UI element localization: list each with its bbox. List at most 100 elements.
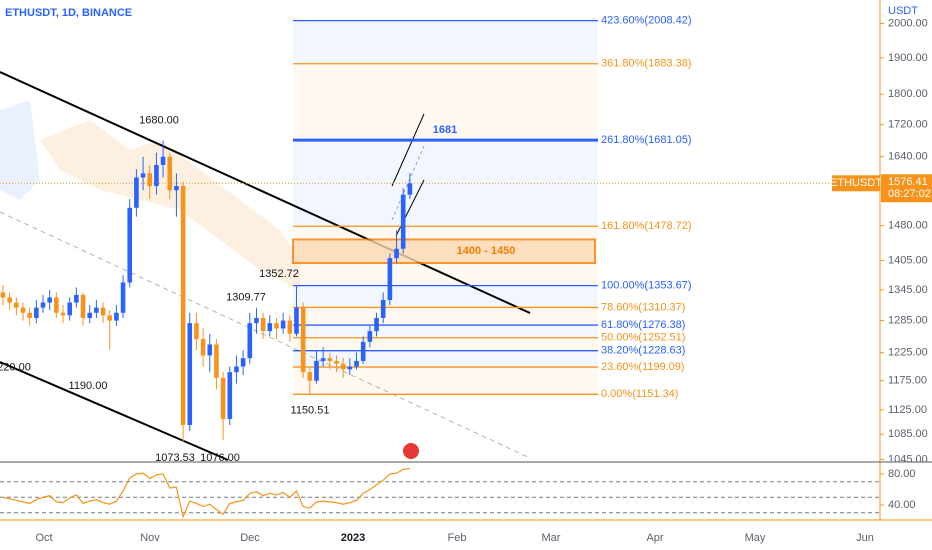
y-tick-label: 2000.00 bbox=[888, 17, 928, 29]
zone bbox=[292, 238, 596, 264]
fib-label: 100.00%(1353.67) bbox=[601, 280, 692, 292]
y-tick-label: 1175.00 bbox=[888, 375, 927, 387]
price-tag: 1576.41 bbox=[888, 176, 928, 188]
candle-body bbox=[120, 282, 126, 313]
x-tick-label: 2023 bbox=[341, 532, 365, 544]
fib-band bbox=[293, 350, 598, 368]
candle-body bbox=[0, 292, 6, 298]
candle-body bbox=[127, 207, 133, 283]
candle-body bbox=[114, 312, 119, 321]
price-note: 1073.53 bbox=[155, 452, 195, 464]
candle-body bbox=[300, 307, 306, 373]
candle-body bbox=[334, 360, 339, 364]
candle-body bbox=[254, 317, 259, 324]
channel-line bbox=[391, 113, 425, 187]
fib-band bbox=[293, 367, 598, 395]
candle-body bbox=[107, 315, 113, 321]
candle-body bbox=[314, 360, 319, 381]
fib-band bbox=[293, 337, 598, 351]
candle-body bbox=[200, 339, 206, 356]
y-tick-label: 1480.00 bbox=[888, 220, 928, 232]
event-icon[interactable] bbox=[403, 443, 419, 459]
candle-body bbox=[160, 156, 166, 165]
fib-band bbox=[293, 285, 598, 308]
symbol-tag-box bbox=[832, 175, 880, 192]
candle-body bbox=[147, 173, 153, 187]
channel-line bbox=[0, 71, 531, 314]
candle-body bbox=[174, 186, 179, 191]
y-tick-label: 1405.00 bbox=[888, 255, 928, 267]
fib-label: 161.80%(1478.72) bbox=[601, 220, 692, 232]
y-tick-label: 1800.00 bbox=[888, 88, 928, 100]
symbol-title: ETHUSDT, 1D, BINANCE bbox=[5, 7, 132, 19]
candle-body bbox=[274, 323, 279, 329]
candle-body bbox=[214, 344, 219, 378]
candle-body bbox=[34, 307, 39, 318]
y-tick-label: 1285.00 bbox=[888, 314, 928, 326]
price-note: 220.00 bbox=[0, 361, 31, 373]
candle-body bbox=[307, 372, 313, 381]
y-tick-label: 1345.00 bbox=[888, 284, 928, 296]
cloud bbox=[0, 100, 40, 200]
fib-band bbox=[293, 307, 598, 326]
y-tick-label: 1045.00 bbox=[888, 453, 928, 465]
candle-body bbox=[60, 312, 66, 316]
y-tick-label: 1640.00 bbox=[888, 151, 928, 163]
fib-label: 78.60%(1310.37) bbox=[601, 301, 685, 313]
x-tick-label: Feb bbox=[448, 532, 467, 544]
candle-body bbox=[140, 173, 146, 178]
fib-label: 261.80%(1681.05) bbox=[601, 134, 692, 146]
y-tick-label: 1900.00 bbox=[888, 52, 928, 64]
trend-line bbox=[391, 145, 425, 221]
candle-body bbox=[240, 358, 246, 367]
candle-body bbox=[154, 164, 159, 187]
candle-body bbox=[67, 302, 72, 316]
candle-body bbox=[20, 307, 26, 313]
price-note: 1309.77 bbox=[226, 292, 266, 304]
fib-label: 0.00%(1151.34) bbox=[601, 388, 678, 400]
candle-body bbox=[187, 323, 193, 425]
candle-body bbox=[394, 248, 399, 259]
candle-body bbox=[340, 363, 346, 370]
x-tick-label: May bbox=[745, 532, 766, 544]
candle-body bbox=[407, 183, 413, 195]
candle-body bbox=[234, 366, 239, 373]
fib-band bbox=[293, 63, 598, 141]
candle-body bbox=[280, 320, 286, 329]
x-tick-label: Jun bbox=[856, 532, 874, 544]
price-note: 1190.00 bbox=[69, 380, 108, 392]
candle-body bbox=[320, 358, 326, 361]
candle-body bbox=[354, 360, 359, 367]
fib-label: 23.60%(1199.09) bbox=[601, 361, 685, 373]
candle-body bbox=[94, 307, 99, 313]
currency: USDT bbox=[888, 5, 918, 17]
fib-label: 361.80%(1883.38) bbox=[601, 58, 692, 70]
fib-band bbox=[293, 20, 598, 64]
candle-body bbox=[347, 366, 353, 370]
x-tick-label: Mar bbox=[542, 532, 561, 544]
candle-body bbox=[7, 297, 12, 303]
candle-body bbox=[100, 307, 106, 316]
rsi-line bbox=[2, 467, 410, 519]
candle-body bbox=[267, 323, 273, 332]
y-tick-label: 1225.00 bbox=[888, 347, 928, 359]
candle-body bbox=[367, 331, 373, 342]
candle-body bbox=[247, 323, 253, 359]
candle-body bbox=[40, 302, 46, 308]
candle-body bbox=[27, 312, 32, 318]
candle-body bbox=[47, 297, 52, 303]
candle-body bbox=[207, 344, 213, 356]
fib-label: 38.20%(1228.63) bbox=[601, 345, 685, 357]
candle-body bbox=[400, 194, 406, 249]
price-note: 1680.00 bbox=[139, 114, 179, 126]
candle-body bbox=[54, 297, 59, 313]
candle-body bbox=[14, 302, 19, 308]
candle-body bbox=[80, 294, 86, 318]
candle-body bbox=[194, 323, 199, 340]
x-tick-label: Dec bbox=[240, 532, 260, 544]
candle-body bbox=[220, 377, 226, 419]
target-label: 1681 bbox=[433, 124, 457, 136]
candle-body bbox=[260, 317, 266, 332]
x-tick-label: Oct bbox=[35, 532, 52, 544]
